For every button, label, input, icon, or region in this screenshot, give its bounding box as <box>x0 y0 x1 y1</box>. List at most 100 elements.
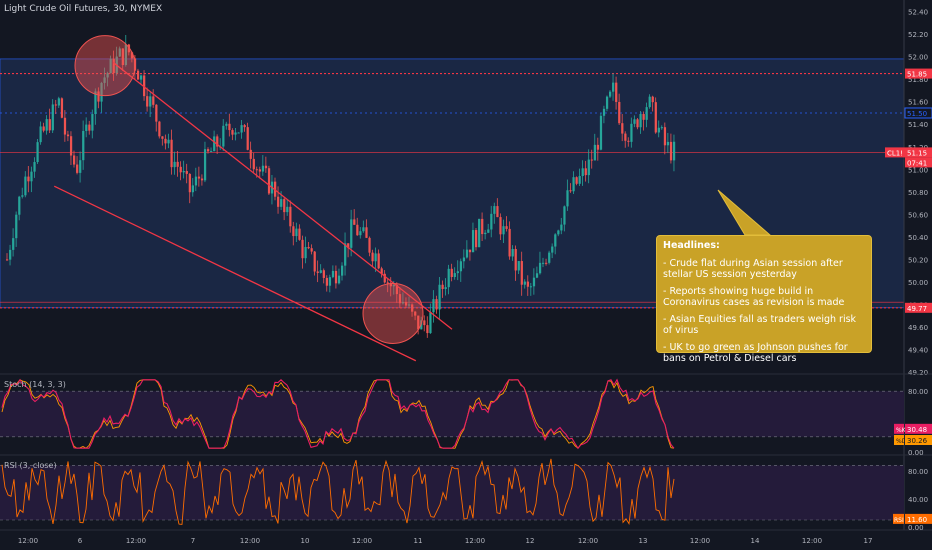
candle-body <box>85 124 88 132</box>
candle-body <box>636 119 639 128</box>
candle-body <box>414 311 417 316</box>
candle-body <box>234 132 237 135</box>
time-tick-label: 12:00 <box>18 537 38 545</box>
candle-body <box>526 281 530 287</box>
time-tick-label: 17 <box>864 537 873 545</box>
candle-body <box>663 127 667 146</box>
price-label-bg <box>905 302 932 313</box>
headline-item-4: - UK to go green as Johnson pushes for b… <box>663 342 848 364</box>
candle-body <box>27 176 30 182</box>
candle-body <box>520 261 523 285</box>
candle-body <box>529 286 533 288</box>
candle-body <box>365 227 368 238</box>
candle-body <box>453 273 456 278</box>
price-tick-label: 49.60 <box>908 324 928 332</box>
candle-body <box>130 52 134 59</box>
candle-body <box>633 119 636 124</box>
candle-body <box>337 275 341 284</box>
stoch-tick-label: 0.00 <box>908 449 924 457</box>
candle-body <box>532 277 536 287</box>
candle-body <box>471 230 475 253</box>
candle-body <box>200 178 204 181</box>
candle-body <box>395 285 399 295</box>
candle-body <box>426 325 429 334</box>
candle-body <box>538 262 542 274</box>
candle-body <box>112 58 115 74</box>
candle-body <box>100 82 103 102</box>
price-tick-label: 51.40 <box>908 121 928 129</box>
candle-body <box>672 141 676 161</box>
candle-body <box>490 213 493 230</box>
candle-body <box>432 299 435 313</box>
time-tick-label: 10 <box>301 537 310 545</box>
headlines-note[interactable]: Headlines: - Crude flat during Asian ses… <box>656 235 872 364</box>
candle-body <box>158 121 161 137</box>
candle-body <box>94 91 97 115</box>
candle-body <box>69 136 73 156</box>
candle-body <box>669 141 673 161</box>
time-tick-label: 12:00 <box>690 537 710 545</box>
candle-body <box>152 96 155 105</box>
candle-body <box>484 232 487 235</box>
candle-body <box>295 228 298 237</box>
candle-body <box>581 168 584 177</box>
candle-body <box>334 270 338 284</box>
candle-body <box>554 234 557 247</box>
candle-body <box>15 214 18 239</box>
candle-body <box>21 195 24 197</box>
stoch-d-value-bg <box>905 435 932 446</box>
candle-body <box>599 115 603 150</box>
candle-body <box>627 140 630 142</box>
candle-body <box>423 320 426 326</box>
candle-body <box>63 117 67 135</box>
symbol-tag-label: CL1! <box>887 149 903 157</box>
candle-body <box>615 82 618 102</box>
candle-body <box>6 259 9 261</box>
time-tick-label: 14 <box>751 537 760 545</box>
chart-title: Light Crude Oil Futures, 30, NYMEX <box>4 4 163 14</box>
candle-body <box>222 125 225 147</box>
candle-body <box>240 125 243 133</box>
candle-body <box>386 282 389 284</box>
price-tick-label: 52.40 <box>908 9 928 17</box>
candle-body <box>30 171 33 182</box>
candle-body <box>82 131 85 161</box>
price-tick-label: 50.20 <box>908 256 928 264</box>
candle-body <box>225 123 228 126</box>
candle-body <box>331 270 335 278</box>
candle-body <box>79 160 82 173</box>
candle-body <box>203 149 207 181</box>
candle-body <box>140 75 143 80</box>
price-tick-label: 50.00 <box>908 279 928 287</box>
candle-body <box>535 273 539 278</box>
price-axis-bg <box>904 0 932 550</box>
candle-body <box>149 96 152 107</box>
candle-body <box>51 104 54 131</box>
candle-body <box>441 284 444 290</box>
candle-body <box>124 44 128 66</box>
candle-body <box>459 261 463 272</box>
candle-body <box>176 161 179 167</box>
candle-body <box>401 302 405 304</box>
time-tick-label: 7 <box>191 537 195 545</box>
candle-body <box>624 133 627 141</box>
candle-body <box>411 304 414 312</box>
candle-body <box>404 302 408 306</box>
candle-body <box>252 158 255 170</box>
candle-body <box>435 299 438 310</box>
candle-body <box>654 102 657 133</box>
rsi-tag-label: RSI <box>894 517 904 524</box>
candle-body <box>444 287 447 290</box>
candle-body <box>188 173 191 193</box>
symbol-tag <box>885 147 905 158</box>
candle-body <box>213 136 216 152</box>
candle-body <box>24 176 27 196</box>
candle-body <box>298 228 301 240</box>
candle-body <box>377 253 380 269</box>
candle-body <box>465 249 469 258</box>
time-tick-label: 12 <box>526 537 535 545</box>
candle-body <box>97 91 100 102</box>
candle-body <box>609 91 612 97</box>
time-tick-label: 12:00 <box>578 537 598 545</box>
